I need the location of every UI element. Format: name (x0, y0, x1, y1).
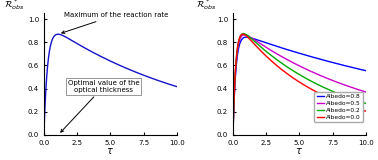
Albedo=0.8 (231, 134, 235, 136)
Albedo=0.2 (296, 73, 300, 75)
Albedo=0.0 (292, 78, 296, 80)
Albedo=0.2 (336, 92, 340, 94)
Albedo=0.2 (360, 101, 364, 103)
Line: Albedo=0.5: Albedo=0.5 (233, 35, 366, 134)
Y-axis label: $\mathcal{R}^*_{obs}$: $\mathcal{R}^*_{obs}$ (196, 0, 217, 12)
Line: Albedo=0.8: Albedo=0.8 (233, 37, 366, 135)
Albedo=0.8 (360, 69, 364, 71)
Albedo=0.8 (244, 36, 249, 38)
Albedo=0.5 (237, 39, 242, 41)
Albedo=0.5 (296, 64, 300, 66)
Albedo=0.5 (292, 62, 296, 64)
Albedo=0.0 (336, 101, 340, 103)
X-axis label: $\tau$: $\tau$ (107, 146, 114, 156)
Albedo=0.5 (231, 133, 235, 135)
Albedo=0.5 (360, 90, 364, 92)
Albedo=0.2 (360, 101, 364, 103)
Albedo=0.0 (296, 80, 300, 82)
Text: Maximum of the reaction rate: Maximum of the reaction rate (62, 12, 168, 33)
Y-axis label: $\mathcal{R}^*_{obs}$: $\mathcal{R}^*_{obs}$ (4, 0, 25, 12)
Albedo=0.8 (364, 70, 368, 72)
Albedo=0.0 (364, 110, 368, 112)
Albedo=0.0 (360, 109, 364, 111)
X-axis label: $\tau$: $\tau$ (296, 146, 304, 156)
Line: Albedo=0.2: Albedo=0.2 (233, 34, 366, 134)
Albedo=0.5 (242, 34, 247, 36)
Albedo=0.0 (237, 36, 242, 38)
Albedo=0.8 (296, 52, 300, 54)
Albedo=0.5 (360, 90, 364, 92)
Albedo=0.8 (237, 43, 242, 45)
Albedo=0.0 (360, 109, 364, 111)
Albedo=0.2 (231, 133, 235, 135)
Line: Albedo=0.0: Albedo=0.0 (233, 34, 366, 134)
Text: Optimal value of the
optical thickness: Optimal value of the optical thickness (61, 80, 139, 132)
Albedo=0.2 (241, 33, 246, 35)
Albedo=0.0 (231, 133, 235, 135)
Albedo=0.8 (292, 51, 296, 53)
Albedo=0.5 (336, 81, 340, 83)
Legend: Albedo=0.8, Albedo=0.5, Albedo=0.2, Albedo=0.0: Albedo=0.8, Albedo=0.5, Albedo=0.2, Albe… (314, 92, 363, 122)
Albedo=0.5 (364, 91, 368, 93)
Albedo=0.2 (237, 37, 242, 39)
Albedo=0.8 (360, 69, 364, 71)
Albedo=0.0 (241, 33, 245, 35)
Albedo=0.2 (364, 103, 368, 104)
Albedo=0.2 (292, 70, 296, 72)
Albedo=0.8 (336, 63, 340, 65)
